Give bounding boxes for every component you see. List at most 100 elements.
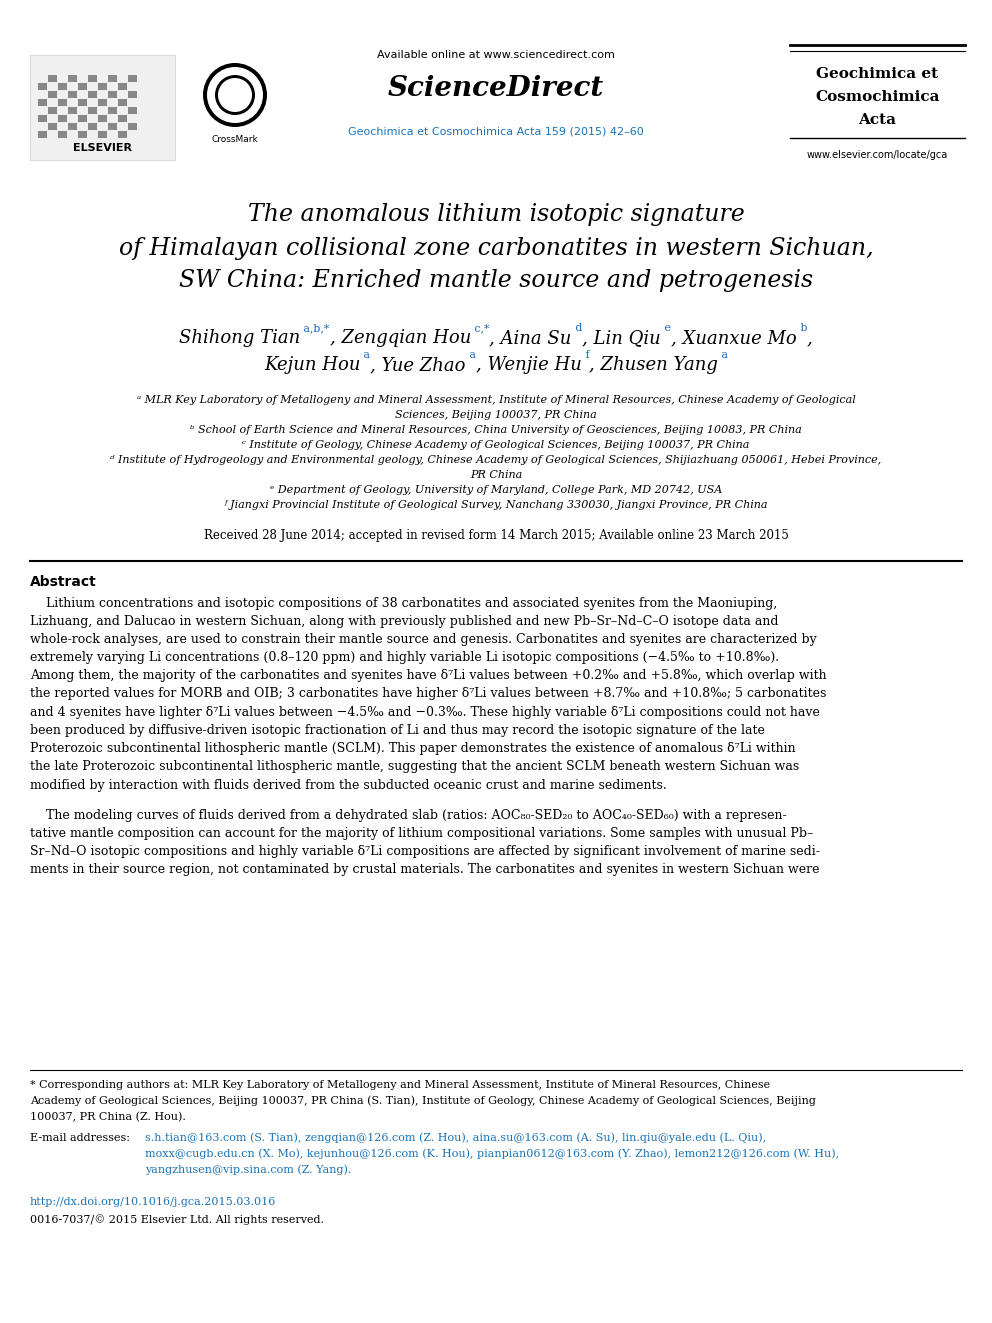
Text: the reported values for MORB and OIB; 3 carbonatites have higher δ⁷Li values bet: the reported values for MORB and OIB; 3 … xyxy=(30,688,826,700)
Text: whole-rock analyses, are used to constrain their mantle source and genesis. Carb: whole-rock analyses, are used to constra… xyxy=(30,632,816,646)
Bar xyxy=(118,131,127,138)
Text: a,b,*: a,b,* xyxy=(301,323,329,333)
Text: ELSEVIER: ELSEVIER xyxy=(73,143,133,153)
Text: ᵈ Institute of Hydrogeology and Environmental geology, Chinese Academy of Geolog: ᵈ Institute of Hydrogeology and Environm… xyxy=(110,455,882,464)
Bar xyxy=(88,91,97,98)
Bar xyxy=(38,115,47,122)
Bar xyxy=(128,91,137,98)
Bar xyxy=(78,131,87,138)
Bar xyxy=(98,99,107,106)
Bar xyxy=(128,75,137,82)
Bar xyxy=(48,91,57,98)
Bar xyxy=(78,99,87,106)
Text: SW China: Enriched mantle source and petrogenesis: SW China: Enriched mantle source and pet… xyxy=(179,270,813,292)
Text: Available online at www.sciencedirect.com: Available online at www.sciencedirect.co… xyxy=(377,50,615,60)
Bar xyxy=(128,123,137,130)
Text: www.elsevier.com/locate/gca: www.elsevier.com/locate/gca xyxy=(806,149,948,160)
Text: ments in their source region, not contaminated by crustal materials. The carbona: ments in their source region, not contam… xyxy=(30,863,819,876)
Bar xyxy=(58,83,67,90)
Text: Shihong Tian: Shihong Tian xyxy=(180,329,301,347)
Bar xyxy=(68,75,77,82)
Bar xyxy=(58,99,67,106)
Text: ᶜ Institute of Geology, Chinese Academy of Geological Sciences, Beijing 100037, : ᶜ Institute of Geology, Chinese Academy … xyxy=(242,441,750,450)
Text: Geochimica et: Geochimica et xyxy=(816,67,938,81)
Polygon shape xyxy=(225,87,245,105)
Text: PR China: PR China xyxy=(470,470,522,480)
Text: tative mantle composition can account for the majority of lithium compositional : tative mantle composition can account fo… xyxy=(30,827,813,840)
Text: CrossMark: CrossMark xyxy=(211,135,258,144)
Bar xyxy=(108,91,117,98)
Bar xyxy=(38,99,47,106)
Text: http://dx.doi.org/10.1016/j.gca.2015.03.016: http://dx.doi.org/10.1016/j.gca.2015.03.… xyxy=(30,1197,277,1207)
Bar xyxy=(58,131,67,138)
Text: the late Proterozoic subcontinental lithospheric mantle, suggesting that the anc: the late Proterozoic subcontinental lith… xyxy=(30,761,800,774)
Text: f: f xyxy=(581,351,589,360)
Text: ᶠ Jiangxi Provincial Institute of Geological Survey, Nanchang 330030, Jiangxi Pr: ᶠ Jiangxi Provincial Institute of Geolog… xyxy=(224,500,768,509)
Bar xyxy=(68,123,77,130)
Text: * Corresponding authors at: MLR Key Laboratory of Metallogeny and Mineral Assess: * Corresponding authors at: MLR Key Labo… xyxy=(30,1080,770,1090)
Text: b: b xyxy=(797,323,807,333)
Text: , Wenjie Hu: , Wenjie Hu xyxy=(476,356,581,374)
Text: a: a xyxy=(360,351,370,360)
Bar xyxy=(128,107,137,114)
Text: Among them, the majority of the carbonatites and syenites have δ⁷Li values betwe: Among them, the majority of the carbonat… xyxy=(30,669,826,683)
Text: , Aina Su: , Aina Su xyxy=(489,329,571,347)
Bar xyxy=(118,115,127,122)
Text: Received 28 June 2014; accepted in revised form 14 March 2015; Available online : Received 28 June 2014; accepted in revis… xyxy=(203,529,789,542)
Text: a: a xyxy=(718,351,728,360)
Text: ScienceDirect: ScienceDirect xyxy=(388,74,604,102)
Bar xyxy=(48,107,57,114)
Text: Lithium concentrations and isotopic compositions of 38 carbonatites and associat: Lithium concentrations and isotopic comp… xyxy=(30,597,778,610)
Text: s.h.tian@163.com (S. Tian), zengqian@126.com (Z. Hou), aina.su@163.com (A. Su), : s.h.tian@163.com (S. Tian), zengqian@126… xyxy=(145,1132,766,1143)
Text: Sr–Nd–O isotopic compositions and highly variable δ⁷Li compositions are affected: Sr–Nd–O isotopic compositions and highly… xyxy=(30,845,819,857)
Text: modified by interaction with fluids derived from the subducted oceanic crust and: modified by interaction with fluids deri… xyxy=(30,778,667,791)
Bar xyxy=(98,83,107,90)
Text: , Zengqian Hou: , Zengqian Hou xyxy=(329,329,471,347)
Bar xyxy=(58,115,67,122)
Bar xyxy=(88,123,97,130)
Bar xyxy=(108,123,117,130)
Text: Abstract: Abstract xyxy=(30,576,97,589)
Text: , Zhusen Yang: , Zhusen Yang xyxy=(589,356,718,374)
Bar xyxy=(38,83,47,90)
Text: Kejun Hou: Kejun Hou xyxy=(264,356,360,374)
Text: ,: , xyxy=(807,329,812,347)
Circle shape xyxy=(203,64,267,127)
Text: 0016-7037/© 2015 Elsevier Ltd. All rights reserved.: 0016-7037/© 2015 Elsevier Ltd. All right… xyxy=(30,1215,324,1225)
Bar xyxy=(78,83,87,90)
Bar xyxy=(88,75,97,82)
Bar xyxy=(118,99,127,106)
Text: been produced by diffusive-driven isotopic fractionation of Li and thus may reco: been produced by diffusive-driven isotop… xyxy=(30,724,765,737)
Text: Sciences, Beijing 100037, PR China: Sciences, Beijing 100037, PR China xyxy=(395,410,597,419)
Text: e: e xyxy=(661,323,671,333)
Text: a: a xyxy=(466,351,476,360)
Bar xyxy=(98,115,107,122)
Text: The modeling curves of fluids derived from a dehydrated slab (ratios: AOC₈₀-SED₂: The modeling curves of fluids derived fr… xyxy=(30,808,787,822)
Bar xyxy=(98,131,107,138)
Bar xyxy=(78,115,87,122)
Text: Lizhuang, and Dalucao in western Sichuan, along with previously published and ne: Lizhuang, and Dalucao in western Sichuan… xyxy=(30,615,779,627)
Text: extremely varying Li concentrations (0.8–120 ppm) and highly variable Li isotopi: extremely varying Li concentrations (0.8… xyxy=(30,651,779,664)
Text: E-mail addresses:: E-mail addresses: xyxy=(30,1132,130,1143)
Text: and 4 syenites have lighter δ⁷Li values between −4.5‰ and −0.3‰. These highly va: and 4 syenites have lighter δ⁷Li values … xyxy=(30,705,819,718)
Text: d: d xyxy=(571,323,582,333)
Text: ᵃ MLR Key Laboratory of Metallogeny and Mineral Assessment, Institute of Mineral: ᵃ MLR Key Laboratory of Metallogeny and … xyxy=(137,396,855,405)
Text: , Lin Qiu: , Lin Qiu xyxy=(582,329,661,347)
Text: 100037, PR China (Z. Hou).: 100037, PR China (Z. Hou). xyxy=(30,1111,186,1122)
Bar xyxy=(48,123,57,130)
Circle shape xyxy=(207,67,263,123)
Bar xyxy=(30,56,175,160)
Text: Proterozoic subcontinental lithospheric mantle (SCLM). This paper demonstrates t: Proterozoic subcontinental lithospheric … xyxy=(30,742,796,755)
Text: ᵉ Department of Geology, University of Maryland, College Park, MD 20742, USA: ᵉ Department of Geology, University of M… xyxy=(270,486,722,495)
Text: , Yue Zhao: , Yue Zhao xyxy=(370,356,466,374)
Bar xyxy=(108,107,117,114)
Text: Academy of Geological Sciences, Beijing 100037, PR China (S. Tian), Institute of: Academy of Geological Sciences, Beijing … xyxy=(30,1095,815,1106)
Bar xyxy=(38,131,47,138)
Text: yangzhusen@vip.sina.com (Z. Yang).: yangzhusen@vip.sina.com (Z. Yang). xyxy=(145,1164,351,1175)
Bar xyxy=(68,107,77,114)
Circle shape xyxy=(218,78,252,112)
Text: of Himalayan collisional zone carbonatites in western Sichuan,: of Himalayan collisional zone carbonatit… xyxy=(119,237,873,259)
Bar xyxy=(88,107,97,114)
Text: Cosmochimica: Cosmochimica xyxy=(815,90,939,105)
Bar xyxy=(108,75,117,82)
